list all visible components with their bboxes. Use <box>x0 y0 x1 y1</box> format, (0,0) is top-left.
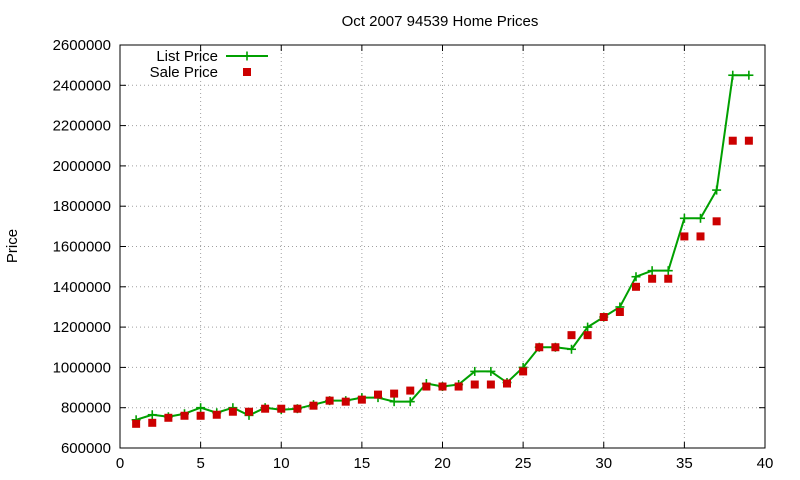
y-tick-label-7: 2000000 <box>53 158 111 175</box>
y-axis-label: Price <box>4 229 21 263</box>
data-point-1-6 <box>228 407 237 416</box>
y-tick-label-9: 2400000 <box>53 77 111 94</box>
x-tick-label-1: 5 <box>196 455 204 472</box>
data-point-0-4 <box>196 403 206 413</box>
data-point-1-38 <box>744 136 753 145</box>
data-point-1-0 <box>132 419 141 428</box>
data-point-1-9 <box>277 404 286 413</box>
data-point-1-30 <box>615 307 624 316</box>
legend-sample-marker-1 <box>243 68 251 76</box>
legend-label-1: Sale Price <box>150 64 218 81</box>
x-tick-label-2: 10 <box>273 455 290 472</box>
data-point-1-24 <box>519 367 528 376</box>
data-point-0-17 <box>405 397 415 407</box>
y-tick-label-6: 1800000 <box>53 198 111 215</box>
legend-sample-marker-0 <box>242 51 252 61</box>
data-point-0-37 <box>728 70 738 80</box>
data-point-1-4 <box>196 411 205 420</box>
y-tick-label-4: 1400000 <box>53 279 111 296</box>
data-point-0-21 <box>470 366 480 376</box>
data-point-0-16 <box>389 397 399 407</box>
data-point-1-34 <box>680 232 689 241</box>
x-tick-label-4: 20 <box>434 455 451 472</box>
data-point-1-11 <box>309 401 318 410</box>
y-tick-label-10: 2600000 <box>53 37 111 54</box>
data-point-1-17 <box>406 386 415 395</box>
data-point-1-3 <box>180 411 189 420</box>
data-point-1-35 <box>696 232 705 241</box>
data-point-1-15 <box>374 390 382 399</box>
data-point-0-32 <box>647 266 657 276</box>
data-point-1-29 <box>599 313 608 322</box>
data-point-1-33 <box>664 274 673 283</box>
data-point-0-31 <box>631 272 641 282</box>
y-tick-label-0: 600000 <box>61 440 111 457</box>
data-point-1-18 <box>422 382 431 391</box>
x-tick-label-6: 30 <box>595 455 612 472</box>
data-point-0-33 <box>663 266 673 276</box>
legend-label-0: List Price <box>156 48 218 65</box>
y-tick-label-2: 1000000 <box>53 359 111 376</box>
data-point-1-26 <box>551 343 560 352</box>
y-tick-label-5: 1600000 <box>53 239 111 256</box>
data-point-1-37 <box>728 136 737 145</box>
y-tick-label-8: 2200000 <box>53 118 111 135</box>
data-point-1-12 <box>325 396 334 405</box>
x-tick-label-5: 25 <box>515 455 532 472</box>
y-tick-label-3: 1200000 <box>53 319 111 336</box>
data-point-1-36 <box>712 217 721 226</box>
data-point-1-31 <box>632 282 640 291</box>
data-point-0-27 <box>567 344 576 354</box>
data-point-1-22 <box>486 380 495 389</box>
data-point-1-19 <box>438 382 447 391</box>
data-point-1-25 <box>535 343 544 352</box>
data-point-1-1 <box>148 418 157 427</box>
data-point-0-28 <box>583 322 593 332</box>
data-point-0-38 <box>744 70 754 80</box>
series-0 <box>131 70 754 425</box>
data-point-1-7 <box>245 407 253 416</box>
axes: 0 5 10 15 20 25 30 35 40 600000 800000 1000000 12000… <box>53 37 774 472</box>
data-point-1-27 <box>567 331 576 340</box>
data-point-1-23 <box>503 379 511 388</box>
data-point-1-28 <box>583 331 592 340</box>
data-point-0-35 <box>696 213 705 223</box>
data-point-1-16 <box>390 389 399 398</box>
x-tick-label-8: 40 <box>757 455 774 472</box>
data-point-1-20 <box>454 382 463 391</box>
data-point-1-5 <box>212 410 221 419</box>
data-point-1-10 <box>293 404 302 413</box>
data-point-1-14 <box>357 395 366 404</box>
x-tick-label-0: 0 <box>116 455 124 472</box>
data-point-1-21 <box>470 380 479 389</box>
x-tick-label-3: 15 <box>354 455 371 472</box>
data-point-1-32 <box>648 274 657 283</box>
data-point-0-36 <box>712 185 722 195</box>
data-point-0-1 <box>147 410 157 420</box>
data-point-0-22 <box>486 366 496 376</box>
x-tick-label-7: 35 <box>676 455 693 472</box>
data-point-1-8 <box>261 404 270 413</box>
series-1 <box>132 136 753 428</box>
data-point-1-2 <box>164 413 173 422</box>
chart-title: Oct 2007 94539 Home Prices <box>342 13 539 30</box>
data-point-1-13 <box>341 397 350 406</box>
series-layer <box>131 70 754 428</box>
y-tick-label-1: 800000 <box>61 400 111 417</box>
series-line-0 <box>135 74 749 421</box>
data-point-0-34 <box>679 213 689 223</box>
